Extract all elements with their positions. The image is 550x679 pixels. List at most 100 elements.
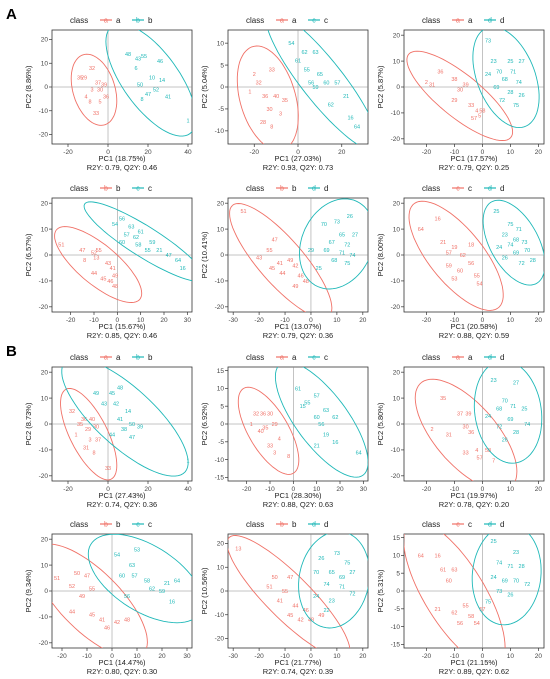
sample-point-b: 44: [69, 610, 75, 616]
x-axis-label: PC1 (21.15%): [450, 658, 498, 667]
legend-title: class: [70, 184, 88, 193]
sample-point-a: 33: [269, 67, 275, 73]
sample-point-a: 8: [92, 451, 95, 457]
sample-point-b: 44: [109, 432, 115, 438]
sample-point-b: 45: [89, 612, 95, 618]
sample-point-d: 75: [344, 561, 350, 567]
sample-point-a: 8: [270, 124, 273, 130]
y-tick-label: -15: [391, 642, 401, 649]
sample-point-d: 26: [519, 93, 525, 99]
legend: class a a c c: [246, 16, 328, 25]
legend-key-glyph: a: [456, 18, 460, 25]
sample-point-c: 60: [119, 573, 125, 579]
sample-point-d: 68: [331, 258, 337, 264]
x-tick-label: -20: [242, 486, 252, 493]
legend: class b b d d: [246, 520, 328, 529]
legend-label-d: d: [500, 184, 504, 193]
legend-title: class: [70, 520, 88, 529]
legend-key-glyph: d: [488, 18, 492, 25]
y-tick-label: -5: [394, 606, 400, 613]
x-tick-label: 30: [360, 486, 368, 493]
sample-point-c: 64: [356, 451, 362, 457]
sample-point-a: 40: [89, 417, 95, 423]
sample-point-b: 1: [186, 118, 189, 124]
legend-key-glyph: a: [280, 355, 284, 362]
sample-point-d: 73: [496, 589, 502, 595]
sample-point-b: 51: [240, 209, 246, 215]
confidence-ellipse-b: [54, 226, 143, 303]
sample-point-d: 70: [313, 570, 319, 576]
sample-point-b: 48: [303, 279, 309, 285]
legend-label-c: c: [468, 184, 472, 193]
sample-point-d: 69: [493, 85, 499, 91]
sample-point-c: 16: [169, 599, 175, 605]
y-tick-label: -20: [39, 640, 49, 647]
legend-key-glyph: d: [312, 522, 316, 529]
sample-point-d: 69: [339, 575, 345, 581]
y-tick-label: 20: [41, 200, 49, 207]
sample-point-a: 3: [273, 451, 276, 457]
x-tick-label: 10: [507, 653, 515, 660]
sample-point-b: 43: [135, 57, 141, 63]
sample-point-c: 55: [463, 603, 469, 609]
sample-point-b: 46: [157, 59, 163, 65]
sample-point-c: 62: [332, 415, 338, 421]
pca-plot-a5: class b b d d-30 -20 -10 0 10 20-20-1001020514755…: [200, 184, 369, 340]
sample-point-d: 71: [516, 227, 522, 233]
y-tick-label: 0: [396, 588, 400, 595]
sample-point-a: 32: [256, 81, 262, 87]
model-stats: R2Y: 0.80, Q2Y: 0.30: [87, 667, 157, 676]
confidence-ellipse-d: [299, 198, 368, 290]
sample-point-b: 43: [101, 401, 107, 407]
legend-key-glyph: a: [104, 18, 108, 25]
legend-label-b: b: [148, 16, 153, 25]
sample-point-b: 42: [113, 401, 119, 407]
sample-point-d: 72: [519, 261, 525, 267]
sample-point-a: 36: [437, 69, 443, 75]
legend-key-glyph: c: [456, 522, 460, 529]
x-tick-label: 20: [535, 149, 543, 156]
sample-point-c: 57: [131, 573, 137, 579]
y-tick-label: 10: [217, 564, 225, 571]
y-tick-label: 5: [220, 403, 224, 410]
sample-point-a: 8: [88, 99, 91, 105]
sample-point-d: 71: [510, 404, 516, 410]
x-tick-label: -20: [250, 149, 260, 156]
legend-label-b: b: [292, 520, 297, 529]
legend-label-d: d: [500, 353, 504, 362]
x-axis-label: PC1 (17.57%): [450, 154, 498, 163]
legend-key-glyph: b: [104, 186, 108, 193]
sample-point-d: 27: [349, 570, 355, 576]
sample-point-c: 54: [288, 41, 294, 47]
model-stats: R2Y: 0.79, Q2Y: 0.25: [439, 163, 509, 172]
legend: class a a d d: [422, 353, 504, 362]
sample-point-c: 57: [334, 81, 340, 87]
x-tick-label: -20: [254, 317, 264, 324]
x-tick-label: 10: [333, 317, 341, 324]
confidence-ellipse-a: [70, 53, 118, 126]
sample-point-d: 25: [493, 209, 499, 215]
y-tick-label: -20: [391, 304, 401, 311]
legend-title: class: [246, 520, 264, 529]
sample-point-a: 31: [446, 432, 452, 438]
sample-point-c: 62: [328, 103, 334, 109]
sample-point-b: 46: [107, 279, 113, 285]
sample-point-c: 58: [135, 243, 141, 249]
sample-point-b: 45: [100, 276, 106, 282]
sample-point-d: 71: [510, 69, 516, 75]
sample-point-c: 19: [323, 433, 329, 439]
sample-point-d: 26: [502, 438, 508, 444]
sample-point-a: 3: [90, 87, 93, 93]
sample-point-a: 33: [468, 103, 474, 109]
sample-point-b: 49: [79, 594, 85, 600]
legend-title: class: [422, 184, 440, 193]
legend-title: class: [246, 184, 264, 193]
sample-point-c: 16: [435, 217, 441, 223]
x-axis-label: PC1 (13.07%): [274, 322, 322, 331]
sample-point-b: 47: [145, 92, 151, 98]
sample-point-a: 35: [282, 98, 288, 104]
sample-point-d: 69: [323, 248, 329, 254]
y-tick-label: -20: [39, 304, 49, 311]
